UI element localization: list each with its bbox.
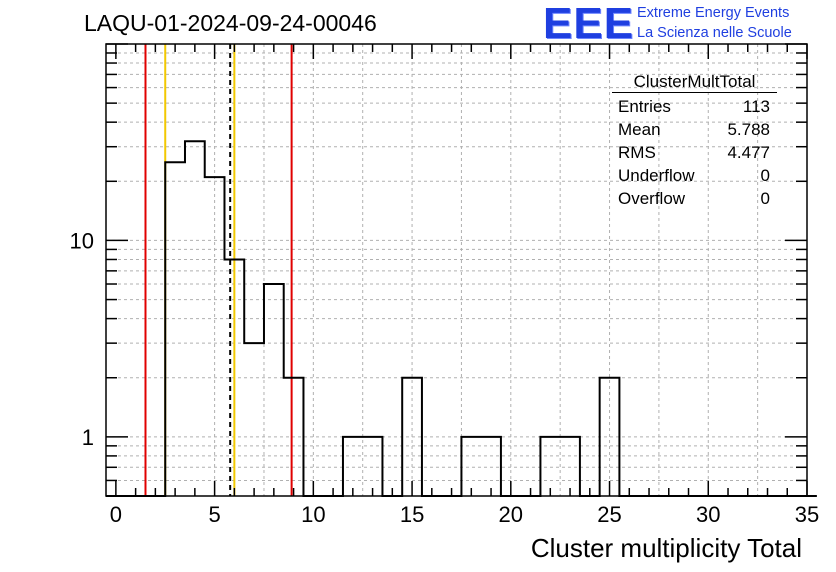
histogram-bin	[540, 437, 560, 496]
x-tick-label: 35	[795, 502, 819, 527]
histogram-bin	[363, 437, 383, 496]
stats-label: Entries	[618, 97, 671, 116]
stats-row-mean: Mean 5.788	[612, 118, 777, 141]
stats-value: 5.788	[727, 120, 770, 139]
eee-logo: EEE	[543, 0, 635, 48]
histogram-bin	[264, 284, 284, 496]
stats-label: Mean	[618, 120, 661, 139]
logo-line-1: Extreme Energy Events	[637, 5, 790, 21]
stats-label: RMS	[618, 143, 656, 162]
x-tick-label: 30	[696, 502, 720, 527]
stats-value: 0	[760, 189, 770, 208]
y-tick-label: 10	[70, 228, 94, 253]
x-tick-label: 15	[400, 502, 424, 527]
chart-title: LAQU-01-2024-09-24-00046	[84, 10, 377, 36]
plot-frame	[105, 43, 808, 497]
stats-value: 0	[760, 166, 770, 185]
y-tick-label: 1	[82, 425, 94, 450]
histogram-bin	[205, 177, 225, 496]
histogram-bin	[244, 343, 264, 496]
x-tick-label: 5	[208, 502, 220, 527]
stats-value: 113	[742, 97, 770, 116]
histogram-bin	[224, 259, 244, 496]
x-tick-label: 10	[301, 502, 325, 527]
histogram-bin	[343, 437, 363, 496]
histogram-bin	[461, 437, 481, 496]
x-axis-label: Cluster multiplicity Total	[530, 533, 802, 563]
histogram-bin	[185, 141, 205, 496]
x-tick-label: 25	[597, 502, 621, 527]
stats-row-underflow: Underflow 0	[612, 164, 777, 187]
stats-label: Overflow	[618, 189, 686, 208]
stats-row-overflow: Overflow 0	[612, 187, 777, 210]
histogram-bin	[560, 437, 580, 496]
stats-value: 4.477	[727, 143, 770, 162]
histogram-bin	[402, 378, 422, 496]
x-tick-label: 20	[499, 502, 523, 527]
x-tick-label: 0	[110, 502, 122, 527]
stats-row-entries: Entries 113	[612, 95, 777, 118]
histogram-bin	[284, 378, 304, 496]
histogram-bin	[165, 162, 185, 496]
stats-label: Underflow	[618, 166, 695, 185]
logo-line-2: La Scienza nelle Scuole	[637, 25, 792, 41]
stats-box: ClusterMultTotal Entries 113 Mean 5.788 …	[612, 72, 777, 210]
histogram-bin	[481, 437, 501, 496]
stats-title: ClusterMultTotal	[612, 72, 777, 93]
stats-row-rms: RMS 4.477	[612, 141, 777, 164]
histogram-bin	[600, 378, 620, 496]
